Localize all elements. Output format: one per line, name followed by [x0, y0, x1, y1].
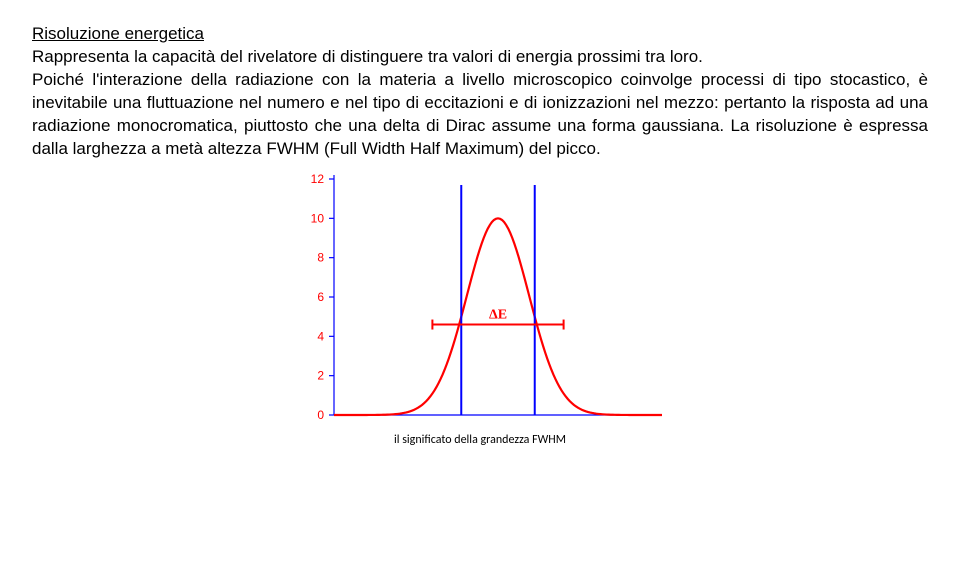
svg-text:12: 12 [311, 172, 325, 186]
svg-text:4: 4 [317, 329, 324, 343]
fwhm-chart: 0 2 4 6 8 10 12 ΔE [290, 169, 670, 429]
paragraph-2: Poiché l'interazione della radiazione co… [32, 69, 928, 161]
paragraph-1: Rappresenta la capacità del rivelatore d… [32, 46, 928, 69]
chart-container: 0 2 4 6 8 10 12 ΔE il significato della grandez… [32, 169, 928, 447]
svg-text:ΔE: ΔE [489, 307, 507, 322]
svg-text:8: 8 [317, 250, 324, 264]
chart-caption: il significato della grandezza FWHM [394, 433, 566, 447]
svg-text:2: 2 [317, 368, 324, 382]
svg-text:0: 0 [317, 408, 324, 422]
page-title: Risoluzione energetica [32, 24, 928, 44]
svg-text:6: 6 [317, 290, 324, 304]
svg-text:10: 10 [311, 211, 325, 225]
